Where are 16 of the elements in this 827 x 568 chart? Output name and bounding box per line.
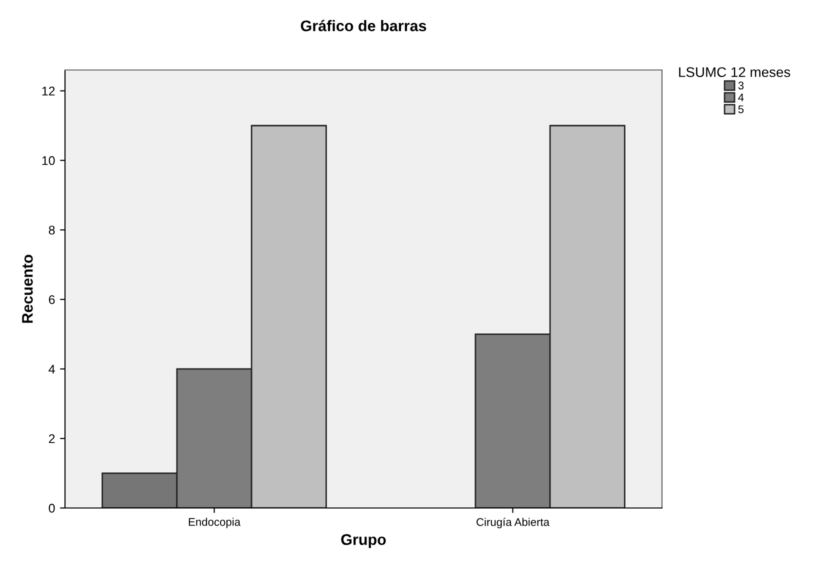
- chart-title: Gráfico de barras: [300, 20, 426, 32]
- y-tick-label: 4: [48, 364, 55, 374]
- legend-label: 5: [738, 105, 744, 114]
- y-tick-label: 6: [48, 295, 55, 304]
- x-tick-label: Endocopia: [188, 518, 241, 528]
- y-tick-label: 10: [42, 156, 55, 166]
- y-axis-title: Recuento: [22, 254, 33, 323]
- y-tick-label: 0: [48, 504, 55, 513]
- legend-title: LSUMC 12 meses: [679, 67, 790, 78]
- y-tick-label: 8: [48, 226, 55, 235]
- y-tick-label: 2: [48, 434, 55, 444]
- x-axis-title: Grupo: [341, 534, 386, 548]
- legend-label: 3: [738, 82, 744, 90]
- legend-label: 4: [738, 94, 744, 102]
- y-tick-label: 12: [42, 86, 55, 96]
- x-tick-label: Cirugía Abierta: [476, 518, 550, 528]
